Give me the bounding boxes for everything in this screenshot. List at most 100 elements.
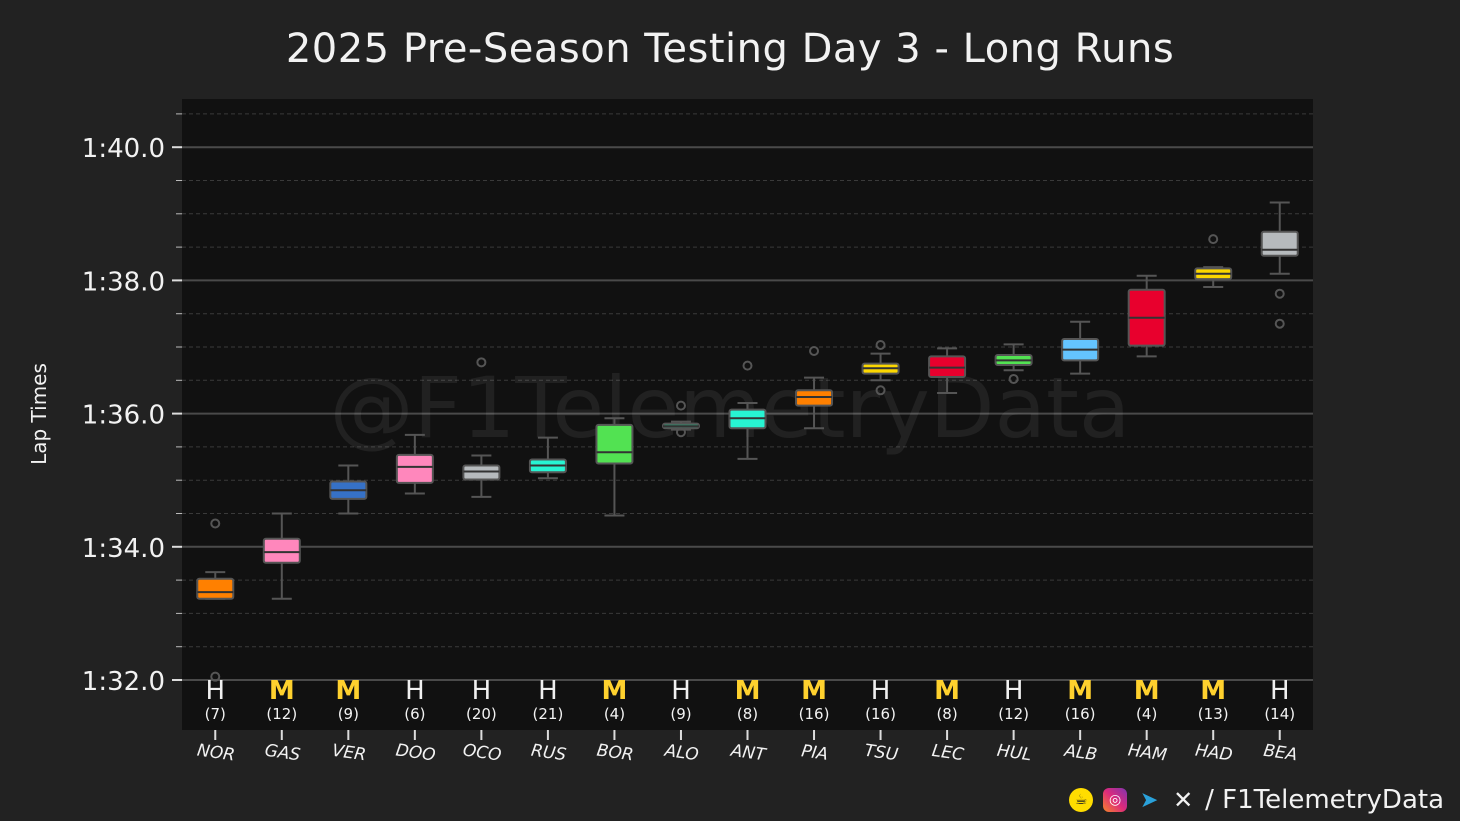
x-tick-label: ALO (662, 741, 699, 766)
compound-symbol: M (269, 676, 295, 706)
y-tick-label: 1:36.0 (82, 401, 165, 431)
compound-symbol: H (472, 676, 492, 706)
box-iqr (1260, 230, 1299, 257)
lap-count: (4) (1136, 705, 1157, 723)
outlier-point (742, 360, 753, 371)
compound-symbol: H (538, 676, 558, 706)
y-tick-label: 1:40.0 (82, 134, 165, 164)
x-axis: NOR GAS VER DOO OCO RUS BOR ALO ANT PIA TSU LEC HUL A… (196, 730, 1299, 766)
x-tick-label: RUS (530, 741, 568, 766)
box-bea (1260, 201, 1299, 329)
box-nor (196, 518, 235, 682)
lap-count: (7) (205, 705, 226, 723)
compound-symbol: H (205, 676, 225, 706)
lap-count: (13) (1198, 705, 1229, 723)
box-ant (728, 360, 767, 460)
x-tick-label: PIA (800, 741, 829, 765)
x-tick-label: GAS (263, 741, 301, 766)
compound-labels: H(7)M(12)M(9)H(6)H(20)H(21)M(4)H(9)M(8)M… (205, 676, 1295, 723)
lap-count: (8) (737, 705, 758, 723)
lap-count: (16) (865, 705, 896, 723)
lap-count: (12) (998, 705, 1029, 723)
box-gas (262, 512, 301, 600)
compound-symbol: H (405, 676, 425, 706)
compound-symbol: H (871, 676, 891, 706)
compound-symbol: H (1004, 676, 1024, 706)
box-oco (462, 357, 501, 498)
watermark: @F1TelemetryData (330, 359, 1131, 457)
outlier-point (1274, 288, 1285, 299)
box-hul (994, 343, 1033, 384)
x-tick-label: HAD (1194, 741, 1234, 766)
box-doo (395, 433, 434, 495)
box-bor (595, 417, 634, 517)
compound-symbol: M (1067, 676, 1093, 706)
box-rus (528, 436, 567, 480)
boxes (196, 201, 1299, 682)
lap-count: (8) (936, 705, 957, 723)
compound-symbol: M (335, 676, 361, 706)
x-tick-label: BEA (1262, 741, 1298, 766)
box-had (1194, 234, 1233, 289)
x-tick-label: DOO (394, 740, 436, 765)
outlier-point (1274, 318, 1285, 329)
box-ham (1127, 274, 1166, 358)
lap-count: (14) (1264, 705, 1295, 723)
x-tick-label: OCO (462, 740, 503, 765)
outlier-point (1008, 373, 1019, 384)
x-tick-label: ALB (1062, 741, 1098, 766)
lap-count: (16) (1065, 705, 1096, 723)
box-iqr (595, 423, 634, 465)
compound-symbol: M (735, 676, 761, 706)
x-tick-label: HUL (996, 741, 1033, 766)
compound-symbol: M (801, 676, 827, 706)
lap-count: (21) (533, 705, 564, 723)
box-pia (795, 345, 834, 430)
x-tick-label: LEC (931, 741, 966, 765)
box-tsu (861, 340, 900, 396)
y-tick-label: 1:38.0 (82, 267, 165, 297)
social-footer: ☕ ◎ ➤ ✕ / F1TelemetryData (1069, 784, 1444, 816)
telegram-icon[interactable]: ➤ (1139, 787, 1159, 813)
footer-handle: / F1TelemetryData (1205, 785, 1444, 815)
lap-count: (20) (466, 705, 497, 723)
box-alo (661, 400, 700, 438)
y-tick-label: 1:34.0 (82, 534, 165, 564)
x-tick-label: VER (331, 741, 368, 766)
chart-title: 2025 Pre-Season Testing Day 3 - Long Run… (285, 26, 1175, 72)
box-iqr (262, 537, 301, 564)
x-tick-label: TSU (863, 741, 900, 766)
outlier-point (210, 518, 221, 529)
instagram-icon[interactable]: ◎ (1103, 788, 1128, 812)
compound-symbol: H (671, 676, 691, 706)
x-tick-label: HAM (1127, 740, 1169, 765)
compound-symbol: M (1200, 676, 1226, 706)
x-icon[interactable]: ✕ (1173, 786, 1194, 814)
compound-symbol: H (1270, 676, 1290, 706)
outlier-point (476, 357, 487, 368)
lap-count: (9) (338, 705, 359, 723)
box-iqr (395, 453, 434, 484)
y-axis: 1:32.0 1:34.0 1:36.0 1:38.0 1:40.0 (82, 113, 182, 697)
box-iqr (196, 577, 235, 600)
outlier-point (875, 385, 886, 396)
buymeacoffee-icon[interactable]: ☕ (1069, 788, 1094, 812)
x-tick-label: NOR (196, 741, 236, 766)
lap-count: (16) (799, 705, 830, 723)
outlier-point (875, 340, 886, 351)
outlier-point (1208, 234, 1219, 245)
y-tick-label: 1:32.0 (82, 667, 165, 697)
lap-count: (9) (670, 705, 691, 723)
compound-symbol: M (602, 676, 628, 706)
box-alb (1061, 320, 1100, 375)
outlier-point (210, 671, 221, 682)
lap-count: (6) (404, 705, 425, 723)
box-lec (928, 347, 967, 394)
outlier-point (675, 400, 686, 411)
lap-count: (12) (266, 705, 297, 723)
y-axis-label: Lap Times (27, 363, 51, 465)
box-ver (329, 464, 368, 515)
compound-symbol: M (1134, 676, 1160, 706)
outlier-point (675, 427, 686, 438)
